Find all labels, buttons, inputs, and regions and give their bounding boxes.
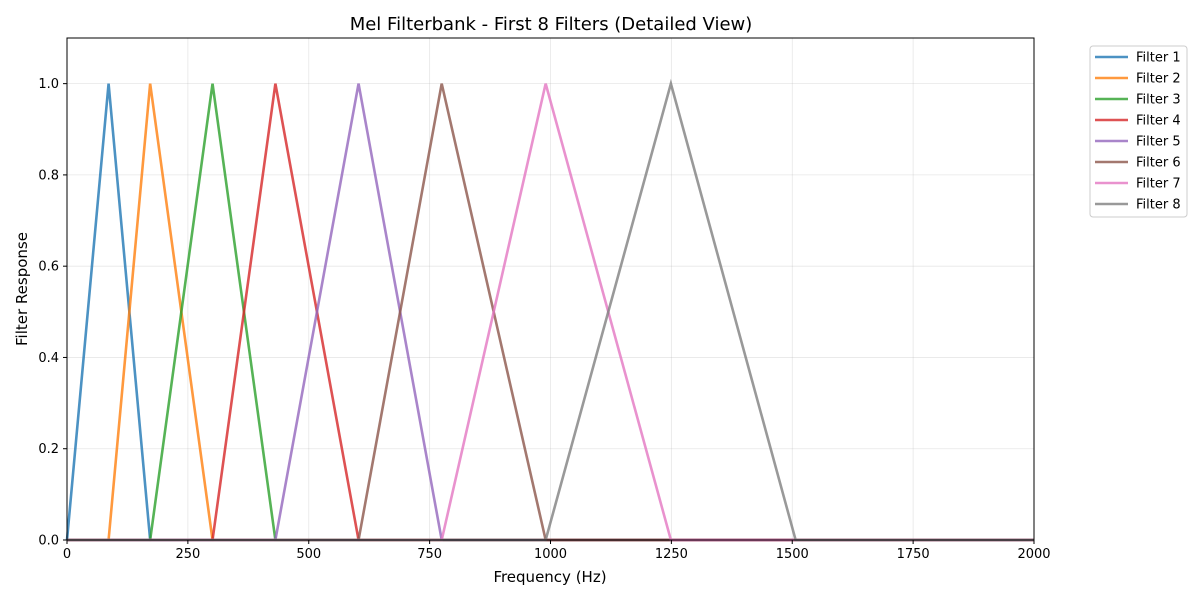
legend-label: Filter 3	[1136, 93, 1181, 108]
legend-frame	[1089, 45, 1188, 218]
x-tick-label: 250	[175, 547, 200, 562]
legend-label: Filter 2	[1136, 72, 1181, 87]
legend-label: Filter 1	[1136, 51, 1181, 66]
y-tick-label: 0.6	[38, 260, 59, 275]
x-tick-label: 500	[296, 547, 321, 562]
x-tick-label: 1000	[534, 547, 567, 562]
y-tick-label: 1.0	[38, 77, 59, 92]
legend: Filter 1 Filter 2 Filter 3 Filter 4 Filter 5…	[1089, 45, 1188, 218]
y-tick-label: 0.8	[38, 168, 59, 183]
x-tick-label: 2000	[1017, 547, 1050, 562]
x-tick-label: 0	[63, 547, 71, 562]
y-tick-label: 0.2	[38, 442, 59, 457]
chart-title: Mel Filterbank - First 8 Filters (Detail…	[350, 14, 753, 35]
legend-label: Filter 7	[1136, 177, 1181, 192]
x-tick-label: 750	[417, 547, 442, 562]
x-axis-ticks: 0 250 500 750 1000 1250 1500 1750 2000	[63, 540, 1051, 562]
y-axis-label: Filter Response	[13, 232, 31, 346]
y-tick-label: 0.4	[38, 351, 59, 366]
legend-label: Filter 5	[1136, 135, 1181, 150]
x-axis-label: Frequency (Hz)	[493, 568, 606, 586]
y-tick-label: 0.0	[38, 534, 59, 549]
legend-label: Filter 8	[1136, 198, 1181, 213]
x-tick-label: 1750	[897, 547, 930, 562]
legend-label: Filter 6	[1136, 156, 1181, 171]
y-axis-ticks: 0.0 0.2 0.4 0.6 0.8 1.0	[38, 77, 67, 549]
x-tick-label: 1500	[776, 547, 809, 562]
legend-label: Filter 4	[1136, 114, 1181, 129]
x-tick-label: 1250	[655, 547, 688, 562]
